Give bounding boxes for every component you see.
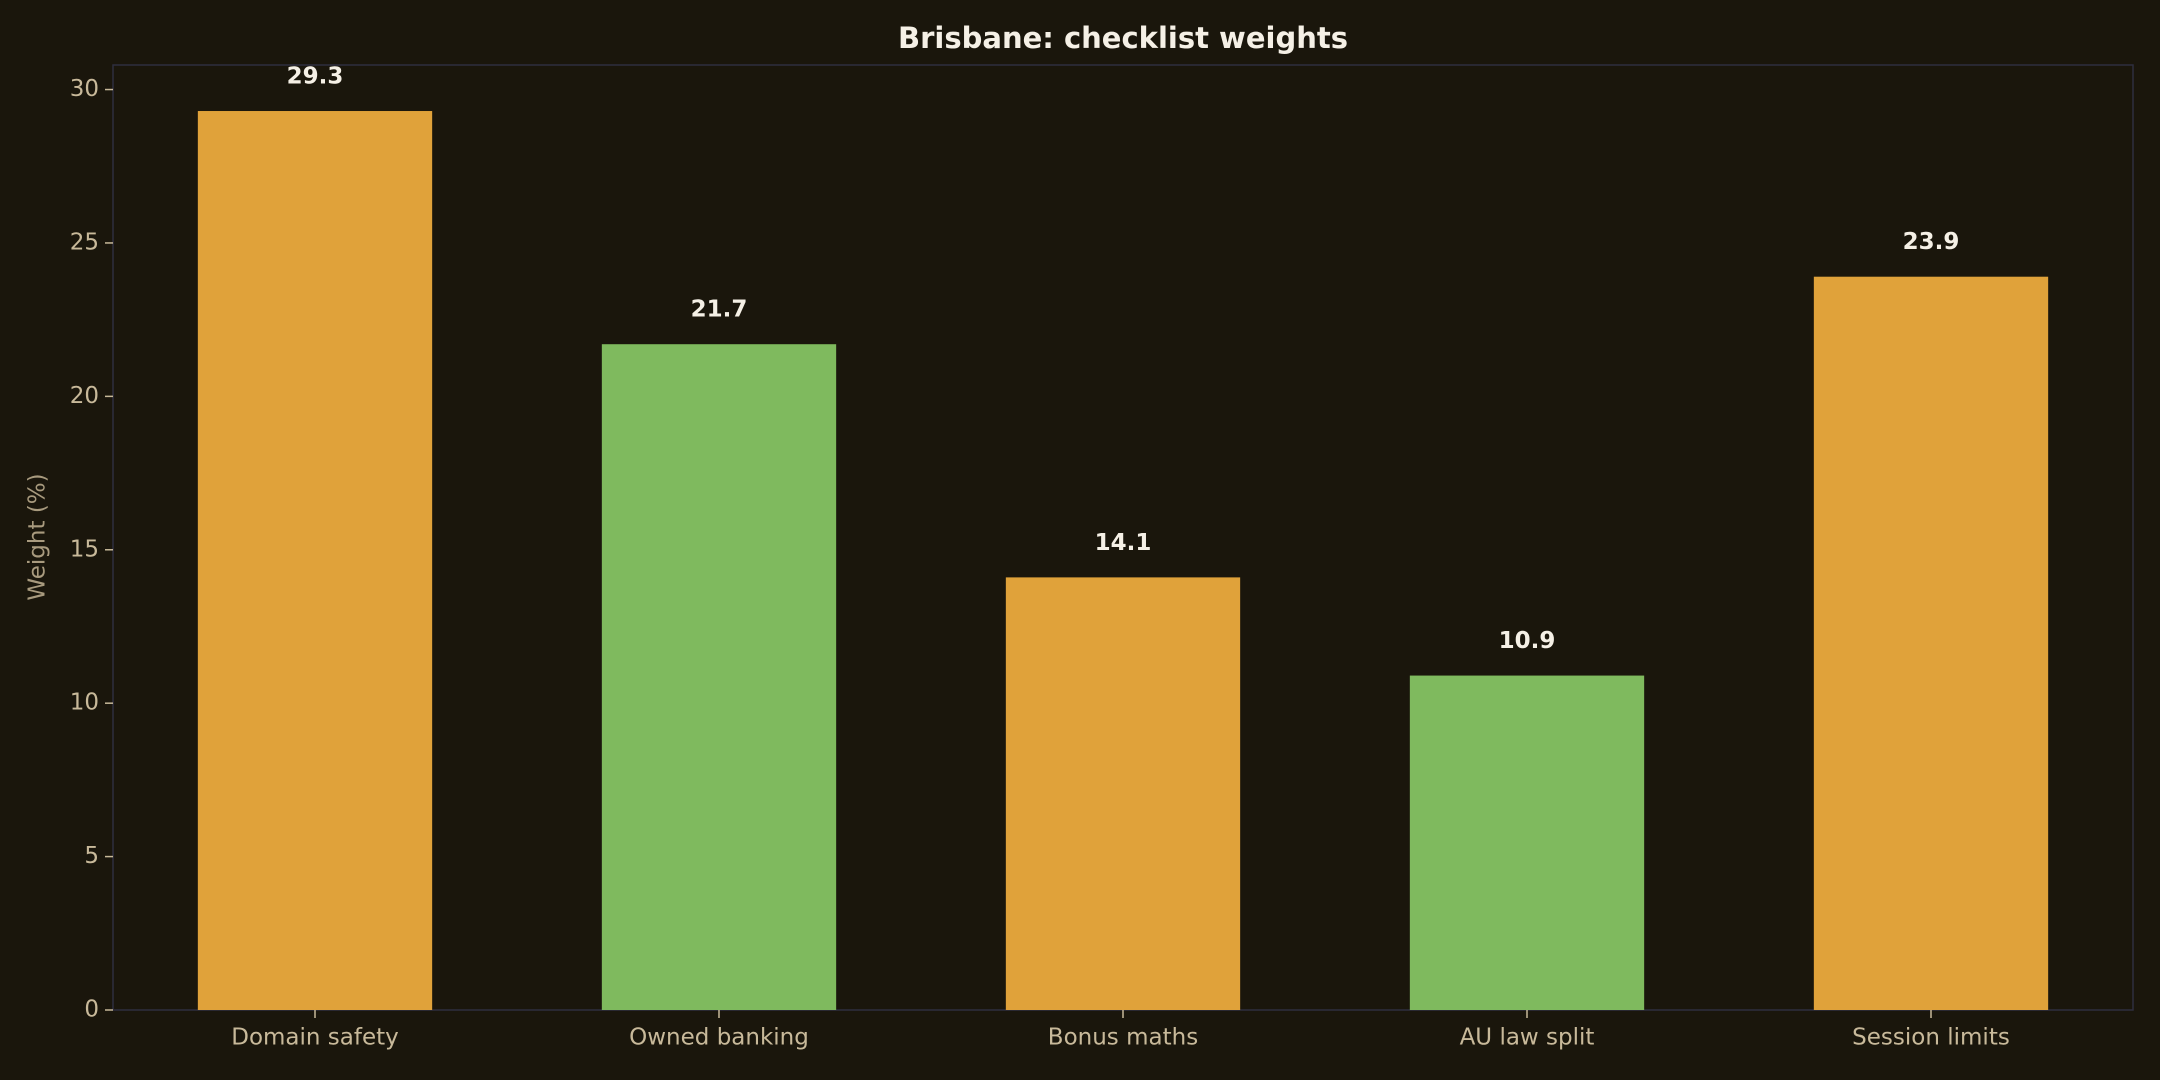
y-tick-label: 5 xyxy=(84,843,99,869)
y-tick-label: 20 xyxy=(70,383,99,409)
value-label: 29.3 xyxy=(287,64,344,90)
y-tick-label: 25 xyxy=(70,229,99,255)
bar xyxy=(1813,276,2049,1010)
x-tick-label: Domain safety xyxy=(231,1025,399,1051)
y-tick-label: 10 xyxy=(70,690,99,716)
value-label: 14.1 xyxy=(1095,530,1152,556)
bar xyxy=(1409,675,1645,1010)
value-label: 23.9 xyxy=(1903,229,1960,255)
x-tick-label: Owned banking xyxy=(629,1025,809,1051)
y-tick-label: 0 xyxy=(84,997,99,1023)
y-tick-label: 30 xyxy=(70,76,99,102)
bar xyxy=(197,111,433,1011)
bar xyxy=(1005,577,1241,1010)
chart-title: Brisbane: checklist weights xyxy=(898,21,1348,55)
x-tick-label: AU law split xyxy=(1460,1025,1595,1051)
value-label: 21.7 xyxy=(691,297,748,323)
value-label: 10.9 xyxy=(1499,628,1556,654)
x-tick-label: Session limits xyxy=(1852,1025,2010,1051)
y-axis-label: Weight (%) xyxy=(25,473,51,600)
y-tick-label: 15 xyxy=(70,536,99,562)
x-tick-label: Bonus maths xyxy=(1048,1025,1198,1051)
bar xyxy=(601,344,837,1010)
